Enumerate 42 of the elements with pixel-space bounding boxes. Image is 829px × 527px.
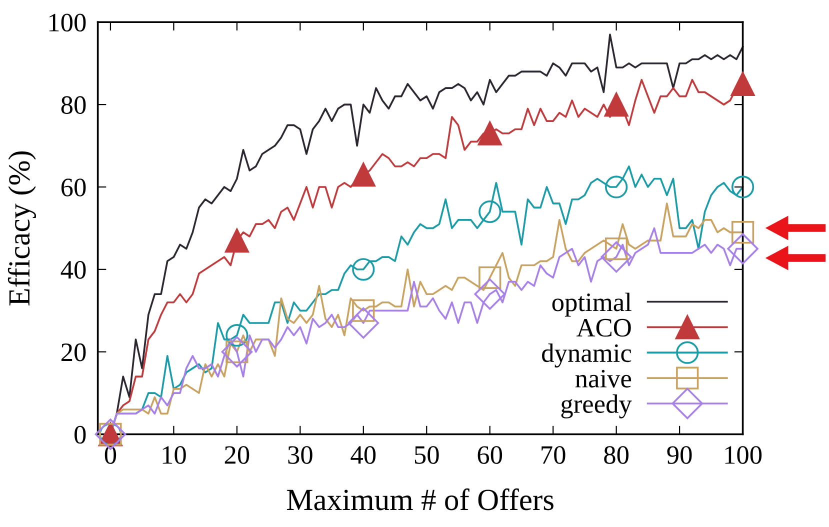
point <box>731 220 754 244</box>
point <box>727 233 758 264</box>
point <box>604 92 628 117</box>
x-tick-label: 40 <box>350 446 376 464</box>
x-tick-label: 30 <box>288 446 312 464</box>
x-tick-label: 0 <box>104 446 116 464</box>
x-tick-label: 90 <box>667 446 692 464</box>
legend-label: greedy <box>561 394 632 418</box>
point <box>731 176 754 198</box>
x-tick-label: 100 <box>725 446 762 464</box>
point <box>226 324 248 347</box>
point <box>224 228 249 253</box>
legend-label: dynamic <box>542 344 632 368</box>
point <box>605 176 628 198</box>
x-tick-label: 50 <box>414 446 439 464</box>
point <box>352 258 375 281</box>
point <box>348 307 380 339</box>
x-tick-label: 80 <box>604 446 629 464</box>
point <box>352 299 375 322</box>
y-axis-title: Efficacy (%) <box>8 151 36 306</box>
x-tick-label: 20 <box>224 446 250 464</box>
x-axis-title: Maximum # of Offers <box>286 488 554 510</box>
y-tick-label: 100 <box>49 14 86 32</box>
x-tick-label: 10 <box>162 446 186 464</box>
y-tick-label: 80 <box>61 96 86 114</box>
point <box>600 241 632 273</box>
point <box>478 200 502 224</box>
point <box>478 266 502 289</box>
y-tick-label: 60 <box>61 178 86 196</box>
x-tick-label: 70 <box>542 446 566 464</box>
x-tick-label: 60 <box>478 446 502 464</box>
legend-label: optimal <box>552 292 632 317</box>
point <box>474 278 506 310</box>
y-tick-label: 20 <box>61 343 86 362</box>
y-tick-label: 40 <box>60 261 86 279</box>
point <box>221 336 253 368</box>
point <box>478 121 502 146</box>
y-tick-label: 0 <box>74 426 86 444</box>
legend-label: ACO <box>576 318 631 337</box>
legend-label: naive <box>575 370 632 388</box>
point <box>730 72 755 96</box>
point <box>351 162 376 187</box>
